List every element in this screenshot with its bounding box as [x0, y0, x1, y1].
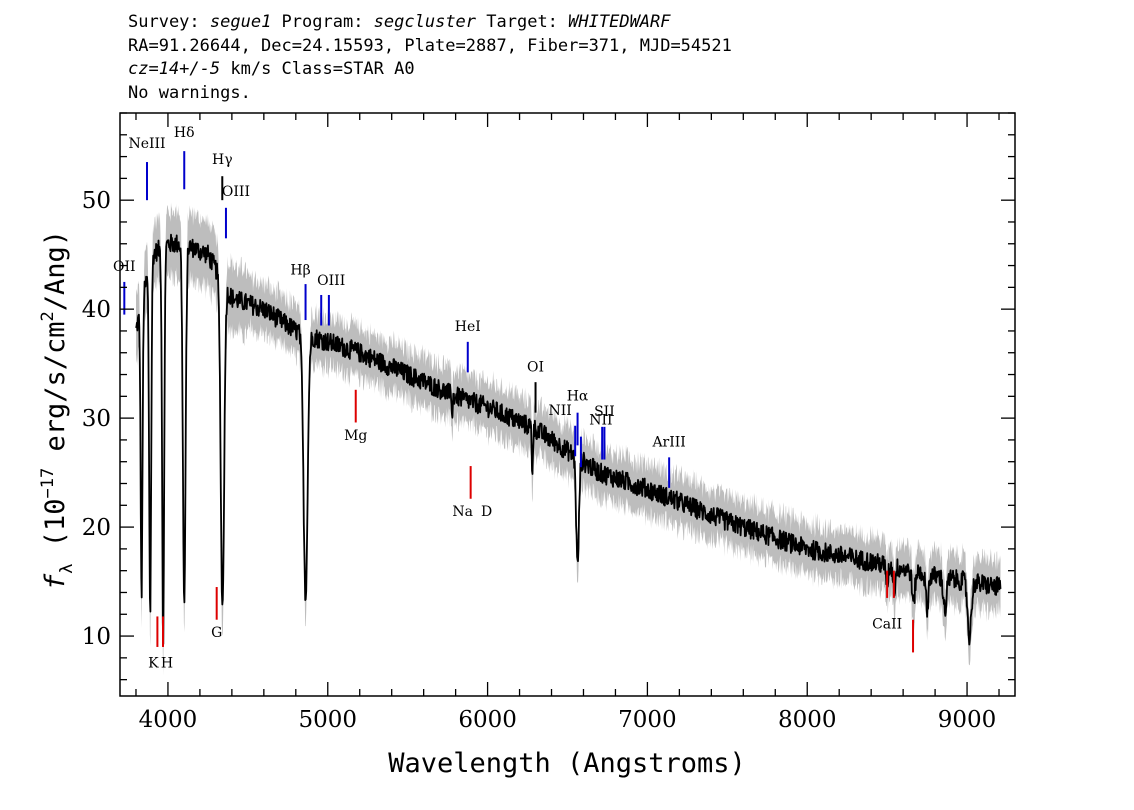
- x-tick-label: 6000: [458, 707, 517, 733]
- error-band: [136, 202, 1001, 676]
- line-marker-label: NeIII: [128, 136, 165, 152]
- line-marker-label: D: [481, 504, 492, 520]
- spectrum-header: Survey: segue1 Program: segcluster Targe…: [128, 11, 732, 105]
- line-marker-label: Hδ: [174, 125, 195, 141]
- flux-series: [135, 233, 1002, 646]
- redshift-value: cz=14+/-5: [128, 59, 221, 79]
- line-marker-label: HeI: [455, 319, 481, 335]
- y-label-f: f: [40, 573, 71, 590]
- target-label: Target:: [476, 12, 569, 32]
- header-line-4: No warnings.: [128, 82, 251, 103]
- class-info: km/s Class=STAR A0: [220, 59, 415, 79]
- y-label-post: /Ang): [40, 230, 71, 311]
- line-marker-label: SII: [594, 404, 615, 420]
- program-value: segcluster: [373, 12, 477, 32]
- line-marker-label: G: [211, 625, 222, 641]
- line-markers: OIINeIIIHδHγOIIIHβOIIIHeIOINIIHαNIISIIAr…: [113, 125, 915, 672]
- y-label-exp1: −17: [38, 468, 58, 499]
- y-tick-label: 30: [82, 406, 111, 432]
- x-tick-label: 7000: [618, 707, 677, 733]
- flux-line: [135, 233, 1002, 646]
- line-marker-label: Hγ: [212, 152, 233, 168]
- target-value: WHITEDWARF: [568, 12, 671, 32]
- y-tick-label: 50: [82, 188, 111, 214]
- survey-value: segue1: [209, 12, 272, 32]
- line-marker-label: Mg: [344, 428, 367, 444]
- line-marker-label: OIII: [317, 273, 345, 289]
- y-label-pre: (10: [40, 499, 71, 564]
- line-marker-label: ArIII: [651, 434, 685, 450]
- line-marker-label: CaII: [872, 616, 902, 632]
- y-tick-label: 10: [82, 624, 111, 650]
- line-marker-label: OII: [113, 259, 136, 275]
- x-axis-label: Wavelength (Angstroms): [388, 748, 746, 779]
- header-line-1: Survey: segue1 Program: segcluster Targe…: [128, 11, 732, 35]
- plot-frame: [119, 112, 1016, 697]
- y-label-exp2: 2: [38, 311, 58, 321]
- line-marker-label: OI: [527, 359, 544, 375]
- line-marker-label: K: [148, 656, 159, 672]
- y-label-lambda: λ: [57, 564, 77, 574]
- x-tick-label: 4000: [139, 707, 198, 733]
- line-marker-label: NII: [549, 403, 572, 419]
- header-line-3: cz=14+/-5 km/s Class=STAR A0: [128, 58, 732, 82]
- x-tick-label: 9000: [938, 707, 997, 733]
- y-axis-label: fλ (10−17 erg/s/cm2/Ang): [38, 230, 77, 590]
- line-marker-label: NII: [589, 413, 612, 429]
- axes: 4000 5000 6000 7000 8000 9000 10 20 30 40 50: [82, 112, 1015, 733]
- y-tick-label: 20: [82, 515, 111, 541]
- flux-error-band: [136, 202, 1001, 676]
- line-marker-label: Hβ: [290, 262, 310, 278]
- program-label: Program:: [271, 12, 374, 32]
- header-line-2: RA=91.26644, Dec=24.15593, Plate=2887, F…: [128, 35, 732, 56]
- x-tick-label: 5000: [298, 707, 357, 733]
- y-tick-label: 40: [82, 297, 111, 323]
- line-marker-label: Na: [452, 504, 473, 520]
- line-marker-label: H: [161, 656, 173, 672]
- line-marker-label: OIII: [222, 184, 250, 200]
- x-tick-label: 8000: [778, 707, 837, 733]
- y-label-mid: erg/s/cm: [40, 321, 71, 467]
- line-marker-label: Hα: [567, 389, 589, 405]
- survey-label: Survey:: [128, 12, 210, 32]
